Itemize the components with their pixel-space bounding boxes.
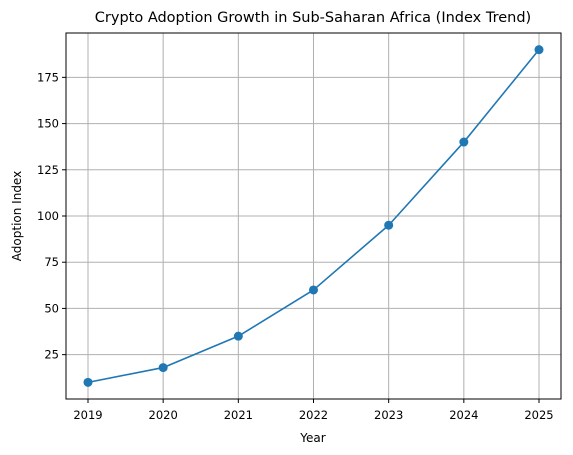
y-axis-ticks: 25 50 75 100 125 150 175 [37,70,66,362]
y-tick-label: 75 [44,255,59,269]
x-tick-label: 2025 [524,408,553,422]
data-series [83,45,544,387]
y-tick-label: 50 [44,301,59,315]
x-tick-label: 2021 [224,408,253,422]
x-tick-label: 2022 [299,408,328,422]
data-point [384,220,394,230]
y-tick-label: 100 [37,209,59,223]
y-axis-label: Adoption Index [10,171,24,261]
x-tick-label: 2023 [374,408,403,422]
x-tick-label: 2019 [73,408,102,422]
data-point [233,331,243,341]
x-axis-ticks: 2019 2020 2021 2022 2023 2024 2025 [73,399,554,422]
y-tick-label: 25 [44,348,59,362]
x-tick-label: 2024 [449,408,478,422]
x-tick-label: 2020 [149,408,178,422]
x-axis-label: Year [299,431,325,445]
y-tick-label: 150 [37,117,59,131]
data-point [158,363,168,373]
y-tick-label: 125 [37,163,59,177]
y-tick-label: 175 [37,70,59,84]
data-point [83,377,93,387]
chart-title: Crypto Adoption Growth in Sub-Saharan Af… [95,10,531,26]
data-point [534,45,544,55]
data-point [459,137,469,147]
data-point [309,285,318,295]
